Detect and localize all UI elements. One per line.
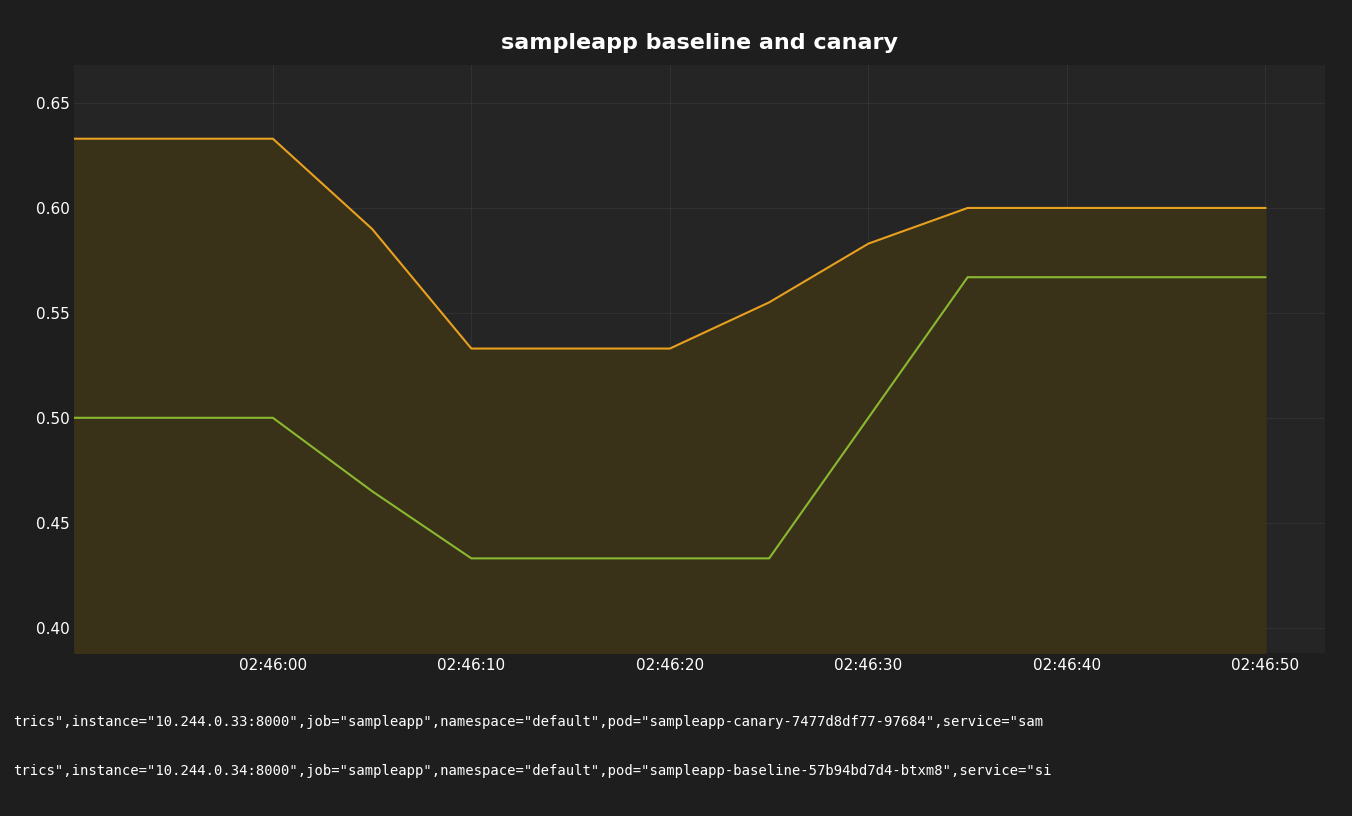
Title: sampleapp baseline and canary: sampleapp baseline and canary xyxy=(502,33,898,52)
Text: trics",instance="10.244.0.33:8000",job="sampleapp",namespace="default",pod="samp: trics",instance="10.244.0.33:8000",job="… xyxy=(14,715,1044,730)
Text: trics",instance="10.244.0.34:8000",job="sampleapp",namespace="default",pod="samp: trics",instance="10.244.0.34:8000",job="… xyxy=(14,764,1052,778)
